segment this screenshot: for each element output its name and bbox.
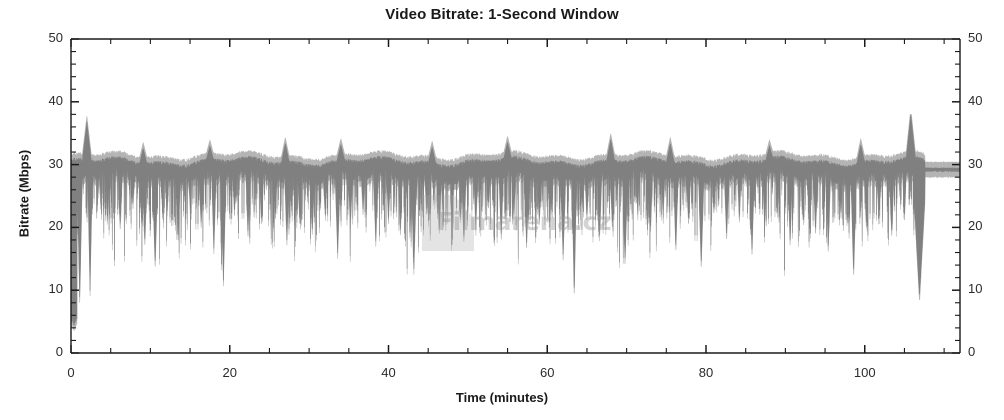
y-tick-label-right-10: 10 bbox=[968, 281, 983, 297]
y-tick-label-left-40: 40 bbox=[48, 92, 63, 108]
y-tick-label-right-50: 50 bbox=[968, 30, 983, 45]
chart-title: Video Bitrate: 1-Second Window bbox=[385, 6, 619, 23]
x-tick-label-60: 60 bbox=[540, 365, 555, 380]
x-tick-label-20: 20 bbox=[222, 365, 237, 380]
y-tick-label-left-0: 0 bbox=[55, 344, 63, 359]
y-tick-label-right-0: 0 bbox=[968, 344, 976, 359]
y-tick-label-right-30: 30 bbox=[968, 155, 983, 171]
y-tick-label-left-30: 30 bbox=[48, 155, 63, 171]
y-axis-title: Bitrate (Mbps) bbox=[16, 149, 32, 238]
x-tick-label-100: 100 bbox=[853, 365, 876, 380]
x-tick-label-40: 40 bbox=[381, 365, 396, 380]
y-tick-label-right-20: 20 bbox=[968, 218, 983, 234]
y-tick-label-right-40: 40 bbox=[968, 92, 983, 108]
x-axis-title: Time (minutes) bbox=[455, 390, 549, 405]
y-tick-label-left-10: 10 bbox=[48, 281, 63, 297]
y-tick-label-left-20: 20 bbox=[48, 218, 63, 234]
x-tick-label-0: 0 bbox=[67, 365, 75, 380]
y-tick-label-left-50: 50 bbox=[48, 30, 63, 45]
x-tick-label-80: 80 bbox=[698, 365, 714, 380]
